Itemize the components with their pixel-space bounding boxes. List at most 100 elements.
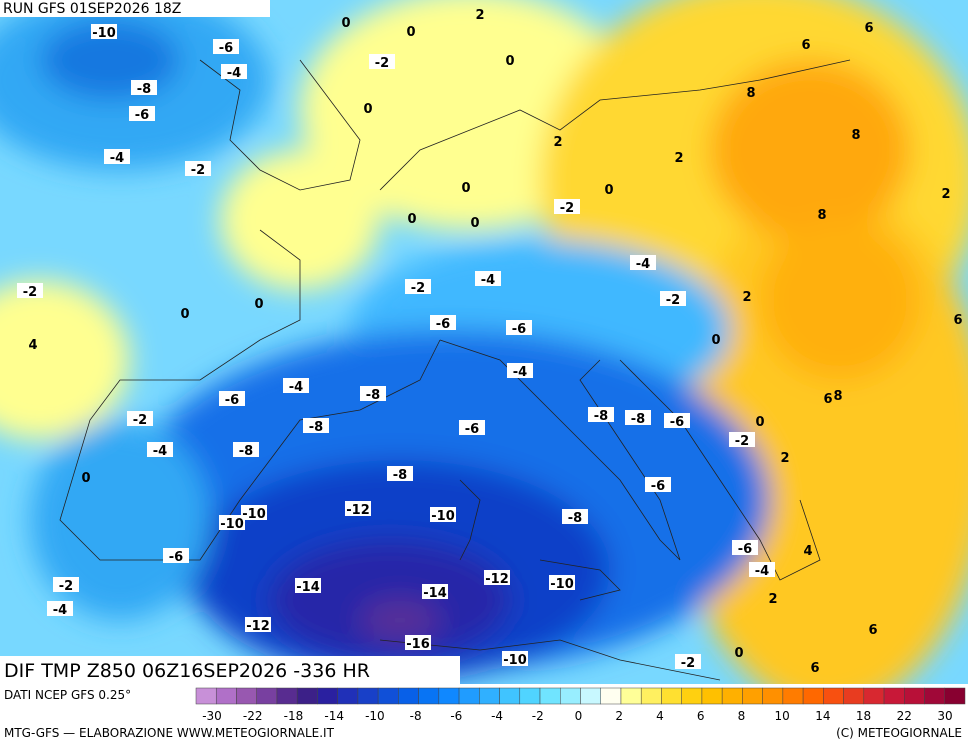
title-box — [0, 656, 460, 684]
contour-label: -4 — [636, 257, 650, 272]
contour-label-box — [459, 420, 485, 435]
contour-label-box — [233, 442, 259, 457]
colorbar-swatch — [438, 687, 460, 705]
colorbar-swatch — [519, 687, 541, 705]
contour-label-box — [131, 80, 157, 95]
contour-label: -12 — [485, 572, 509, 587]
colorbar-swatch — [721, 687, 743, 705]
colorbar-swatch — [944, 687, 966, 705]
colorbar-tick-label: 10 — [774, 709, 789, 723]
contour-label: -4 — [53, 603, 67, 618]
colorbar-tick-label: -10 — [365, 709, 385, 723]
contour-label: -2 — [681, 656, 695, 671]
contour-label: -12 — [346, 503, 370, 518]
colorbar-tick-label: -4 — [491, 709, 503, 723]
contour-label: -6 — [169, 550, 183, 565]
contour-label: -10 — [220, 517, 244, 532]
contour-label: 0 — [604, 183, 613, 198]
contour-label-box — [387, 466, 413, 481]
contour-label: -2 — [133, 413, 147, 428]
contour-label: -2 — [23, 285, 37, 300]
contour-label-box — [303, 418, 329, 433]
colorbar-swatch — [600, 687, 622, 705]
contour-label-box — [360, 386, 386, 401]
contour-label: -12 — [246, 619, 270, 634]
contour-label: -6 — [436, 317, 450, 332]
contour-label-box — [221, 64, 247, 79]
contour-label: -8 — [239, 444, 253, 459]
contour-label: 6 — [953, 313, 962, 328]
contour-label: -2 — [735, 434, 749, 449]
colorbar-swatch — [661, 687, 682, 705]
colorbar-swatch — [904, 687, 925, 705]
contour-label-box — [430, 315, 456, 330]
colorbar-tick-label: 2 — [615, 709, 623, 723]
colorbar-tick-label: 0 — [575, 709, 583, 723]
colorbar-swatch — [742, 687, 763, 705]
colorbar-swatch — [317, 687, 338, 705]
contour-label: -10 — [503, 653, 527, 668]
colorbar-swatch — [256, 687, 278, 705]
contour-label: 0 — [755, 415, 764, 430]
colorbar-swatch — [782, 687, 804, 705]
contour-label: 0 — [180, 307, 189, 322]
contour-label: 6 — [868, 623, 877, 638]
contour-label: -4 — [755, 564, 769, 579]
colorbar-swatch — [479, 687, 500, 705]
contour-label: -10 — [242, 507, 266, 522]
footer-left: MTG-GFS — ELABORAZIONE WWW.METEOGIORNALE… — [4, 726, 335, 740]
contour-label-box — [17, 283, 43, 298]
contour-label: -6 — [219, 41, 233, 56]
colorbar-swatch — [296, 687, 318, 705]
colorbar-swatch — [823, 687, 844, 705]
contour-label-box — [554, 199, 580, 214]
contour-label-box — [147, 442, 173, 457]
contour-label: -4 — [110, 151, 124, 166]
contour-label-box — [245, 617, 271, 632]
contour-label-box — [625, 410, 651, 425]
contour-label: -10 — [550, 577, 574, 592]
contour-label: -4 — [153, 444, 167, 459]
colorbar-tick-label: 22 — [897, 709, 912, 723]
colorbar-swatch — [418, 687, 440, 705]
contour-label-box — [295, 578, 321, 593]
contour-label: -8 — [137, 82, 151, 97]
colorbar-swatch — [276, 687, 298, 705]
contour-label: 6 — [864, 21, 873, 36]
contour-label: 2 — [768, 592, 777, 607]
map-title: DIF TMP Z850 06Z16SEP2026 -336 HR — [4, 660, 370, 682]
contour-label: -8 — [309, 420, 323, 435]
colorbar-tick-label: 6 — [697, 709, 705, 723]
colorbar-tick-label: 4 — [656, 709, 664, 723]
run-label: RUN GFS 01SEP2026 18Z — [3, 1, 181, 17]
contour-label: -10 — [92, 26, 116, 41]
contour-label: 0 — [734, 646, 743, 661]
contour-label: -2 — [59, 579, 73, 594]
contour-label: 2 — [742, 290, 751, 305]
contour-label-box — [549, 575, 575, 590]
colorbar-swatch — [236, 687, 257, 705]
contour-label-box — [475, 271, 501, 286]
colorbar-swatch — [195, 687, 217, 705]
contour-label-box — [588, 407, 614, 422]
contour-label-box — [345, 501, 371, 516]
contour-label-box — [749, 562, 775, 577]
contour-label-box — [507, 363, 533, 378]
colorbar-tick-label: 14 — [815, 709, 830, 723]
contour-label: 2 — [475, 8, 484, 23]
contour-label: -8 — [631, 412, 645, 427]
contour-label: -14 — [296, 580, 320, 595]
contour-label: -6 — [225, 393, 239, 408]
contour-label: 0 — [254, 297, 263, 312]
contour-label-box — [645, 477, 671, 492]
contour-label-box — [664, 413, 690, 428]
contour-label-box — [241, 505, 267, 520]
contour-label: -8 — [568, 511, 582, 526]
colorbar-swatch — [843, 687, 865, 705]
contour-label-box — [675, 654, 701, 669]
colorbar-swatch — [762, 687, 784, 705]
colorbar-swatch — [215, 687, 237, 705]
contour-label: 8 — [746, 86, 755, 101]
contour-label: -6 — [738, 542, 752, 557]
